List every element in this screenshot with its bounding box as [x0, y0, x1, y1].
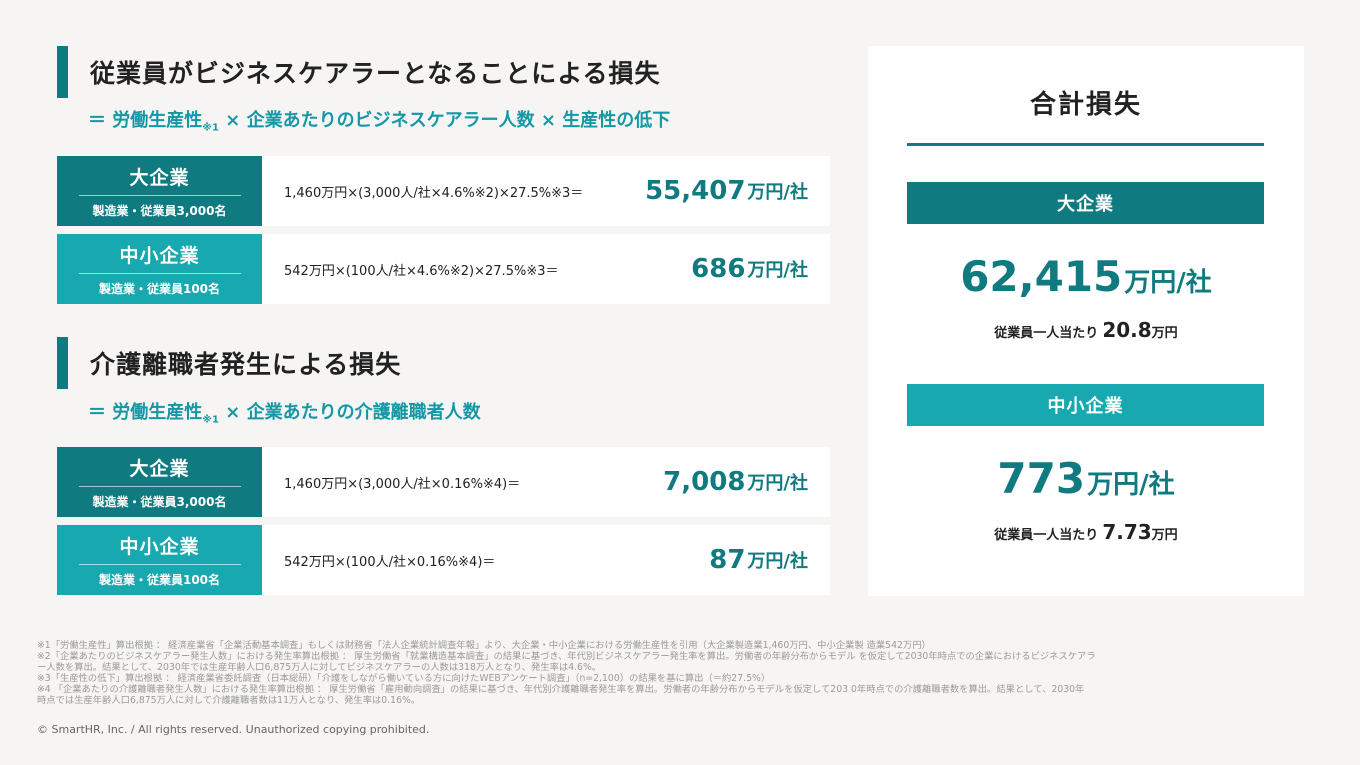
company-sub: 製造業・従業員100名 [98, 573, 221, 587]
company-sub: 製造業・従業員100名 [98, 282, 221, 296]
result-value: 55,407 万円/社 [645, 176, 808, 206]
company-sub: 製造業・従業員3,000名 [92, 204, 227, 218]
company-name: 大企業 [78, 454, 241, 487]
footnotes: ※1「労働生産性」算出根拠 ： 経済産業省「企業活動基本調査」もしくは財務省「法… [37, 640, 1323, 706]
company-label-large: 大企業 製造業・従業員3,000名 [57, 447, 262, 517]
loss-row-large: 大企業 製造業・従業員3,000名 1,460万円×(3,000人/社×4.6%… [57, 156, 830, 226]
calculation-text: 542万円×(100人/社×0.16%※4)＝ [284, 554, 496, 570]
company-label-small: 中小企業 製造業・従業員100名 [57, 234, 262, 304]
footnote: ※4 「企業あたりの介護離職者発生人数」における発生率算出根拠 ： 厚生労働省「… [37, 684, 1085, 695]
formula-line: ＝ 労働生産性※1 × 企業あたりのビジネスケアラー人数 × 生産性の低下 [88, 110, 671, 134]
section-title-resignation-loss: 介護離職者発生による損失 [57, 337, 401, 389]
result-value: 686 万円/社 [691, 254, 808, 284]
company-label-large: 大企業 製造業・従業員3,000名 [57, 156, 262, 226]
total-loss-panel: 合計損失 大企業 62,415万円/社 従業員一人当たり 20.8万円 中小企業 … [868, 46, 1304, 596]
loss-row-small: 中小企業 製造業・従業員100名 542万円×(100人/社×4.6%※2)×2… [57, 234, 830, 304]
company-name: 中小企業 [78, 532, 241, 565]
total-divider [907, 143, 1264, 146]
loss-row-large: 大企業 製造業・従業員3,000名 1,460万円×(3,000人/社×0.16… [57, 447, 830, 517]
formula-line: ＝ 労働生産性※1 × 企業あたりの介護離職者人数 [88, 402, 481, 426]
per-employee-small: 従業員一人当たり 7.73万円 [994, 520, 1178, 544]
company-name: 中小企業 [78, 241, 241, 274]
company-sub: 製造業・従業員3,000名 [92, 495, 227, 509]
calculation-text: 1,460万円×(3,000人/社×4.6%※2)×27.5%※3＝ [284, 185, 584, 201]
calculation-text: 542万円×(100人/社×4.6%※2)×27.5%※3＝ [284, 263, 559, 279]
total-title: 合計損失 [1029, 90, 1142, 120]
result-value: 7,008 万円/社 [663, 467, 808, 497]
result-value: 87 万円/社 [709, 545, 808, 575]
footnote: ※2「企業あたりのビジネスケアラー発生人数」における発生率算出根拠 ： 厚生労働… [37, 651, 1096, 662]
per-employee-large: 従業員一人当たり 20.8万円 [994, 318, 1178, 342]
footnote: ※1「労働生産性」算出根拠 ： 経済産業省「企業活動基本調査」もしくは財務省「法… [37, 640, 931, 651]
total-value-large: 62,415万円/社 [960, 252, 1212, 301]
total-band-large: 大企業 [907, 182, 1264, 224]
section-heading: 従業員がビジネスケアラーとなることによる損失 [90, 59, 661, 88]
company-label-small: 中小企業 製造業・従業員100名 [57, 525, 262, 595]
total-band-small: 中小企業 [907, 384, 1264, 426]
loss-row-small: 中小企業 製造業・従業員100名 542万円×(100人/社×0.16%※4)＝… [57, 525, 830, 595]
section-heading: 介護離職者発生による損失 [90, 350, 402, 379]
section-title-caregiver-loss: 従業員がビジネスケアラーとなることによる損失 [57, 46, 661, 98]
copyright: © SmartHR, Inc. / All rights reserved. U… [37, 723, 430, 736]
title-accent-bar [57, 46, 68, 98]
footnote: ※3「生産性の低下」算出根拠 ： 経済産業省委託調査（日本総研）「介護をしながら… [37, 673, 771, 684]
title-accent-bar [57, 337, 68, 389]
calculation-text: 1,460万円×(3,000人/社×0.16%※4)＝ [284, 476, 521, 492]
footnote: 時点では生産年齢人口6,875万人に対して介護離職者数は11万人となり、発生率は… [37, 695, 421, 706]
company-name: 大企業 [78, 163, 241, 196]
total-value-small: 773万円/社 [997, 454, 1175, 503]
footnote: ー人数を算出。結果として、2030年では生産年齢人口6,875万人に対してビジネ… [37, 662, 602, 673]
